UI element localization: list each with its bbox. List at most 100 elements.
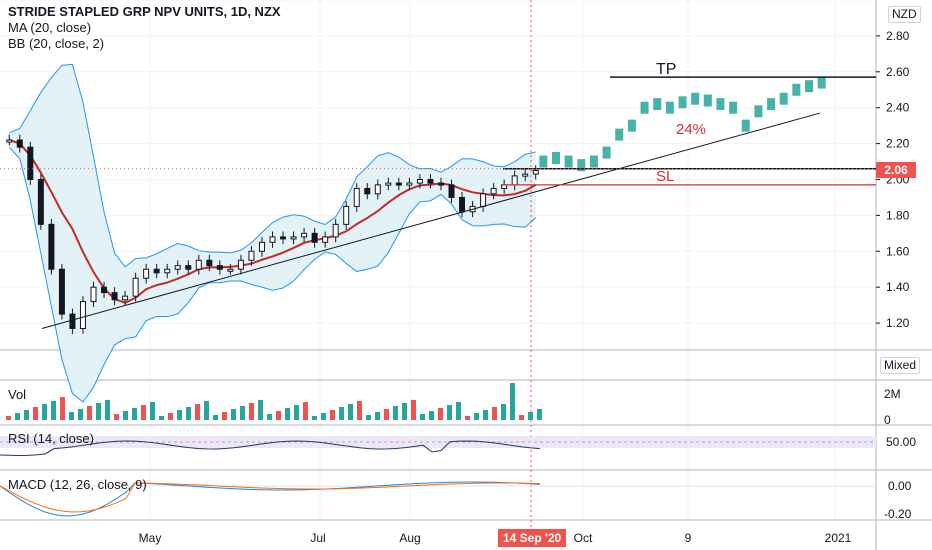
forecast-candle <box>665 101 674 114</box>
volume-bar <box>150 402 155 420</box>
sl-label: SL <box>656 168 675 185</box>
volume-bar <box>213 415 218 420</box>
candle-body <box>111 292 118 301</box>
volume-bar <box>366 415 371 420</box>
candle-body <box>459 196 466 213</box>
volume-bar <box>168 413 173 420</box>
forecast-candle <box>589 155 598 168</box>
volume-bar <box>420 414 425 420</box>
volume-bar <box>492 407 497 420</box>
volume-bar <box>51 401 56 420</box>
rsi-line <box>0 440 541 456</box>
candle-body <box>490 187 497 195</box>
volume-bar <box>312 416 317 420</box>
candle-body <box>164 268 171 274</box>
y-tick-label: 2.80 <box>886 29 910 43</box>
candle-body <box>6 139 13 143</box>
candle-body <box>79 301 86 329</box>
candle-body <box>227 268 234 272</box>
forecast-candle <box>805 80 814 93</box>
candle-body <box>532 170 539 175</box>
candle-body <box>311 232 318 243</box>
vol-pane-label: Vol <box>8 387 27 402</box>
candle-body <box>143 268 150 279</box>
candle-body <box>248 250 255 261</box>
forecast-candle <box>678 96 687 109</box>
volume-bar <box>105 400 110 420</box>
volume-bar <box>267 414 272 420</box>
volume-bar <box>141 405 146 420</box>
chart-legend: STRIDE STAPLED GRP NPV UNITS, 1D, NZX MA… <box>8 4 281 52</box>
volume-bar <box>411 400 416 420</box>
macd-pane-label: MACD (12, 26, close, 9) <box>8 477 147 492</box>
crosshair-date-tag: 14 Sep '20 <box>498 529 567 547</box>
candle-body <box>448 184 455 198</box>
x-tick-label: May <box>139 531 162 545</box>
volume-bar <box>528 412 533 420</box>
bollinger-upper-line <box>9 63 536 268</box>
volume-bar <box>537 409 542 420</box>
candle-body <box>27 146 34 180</box>
forecast-candle <box>653 98 662 111</box>
scale-mode-button[interactable]: Mixed <box>880 357 921 374</box>
currency-button[interactable]: NZD <box>888 6 921 23</box>
volume-bar <box>114 414 119 420</box>
rsi-pane-label: RSI (14, close) <box>8 431 94 446</box>
x-tick-label: Aug <box>399 531 420 545</box>
vol-tick-2m: 2M <box>884 387 901 401</box>
forecast-candle <box>703 94 712 107</box>
y-tick-label: 1.80 <box>886 208 910 222</box>
candle-body <box>395 182 402 186</box>
volume-bar <box>474 413 479 420</box>
volume-bar <box>375 412 380 420</box>
volume-bar <box>195 404 200 420</box>
volume-bar <box>384 409 389 420</box>
candle-body <box>280 236 287 240</box>
volume-bar <box>204 401 209 420</box>
candle-body <box>90 286 97 303</box>
x-tick-label: 9 <box>685 531 692 545</box>
volume-bar <box>348 404 353 420</box>
forecast-candle <box>716 98 725 111</box>
candle-body <box>37 178 44 225</box>
forecast-candle <box>741 119 750 132</box>
y-tick-label: 1.40 <box>886 280 910 294</box>
volume-bar <box>357 401 362 420</box>
candle-body <box>437 182 444 186</box>
forecast-candles <box>539 76 826 172</box>
volume-bar <box>339 407 344 420</box>
candle-body <box>480 193 487 207</box>
forecast-candle <box>779 92 788 105</box>
candle-body <box>206 259 213 267</box>
forecast-candle <box>817 76 826 89</box>
forecast-candle <box>767 98 776 111</box>
forecast-candle <box>640 101 649 114</box>
volume-bar <box>249 403 254 420</box>
gain-percent-label: 24% <box>676 121 707 138</box>
candle-body <box>195 259 202 270</box>
forecast-candle <box>615 128 624 141</box>
volume-bar <box>87 406 92 420</box>
volume-bar <box>24 410 29 420</box>
candle-body <box>427 178 434 184</box>
volume-bar <box>330 410 335 420</box>
volume-bar <box>6 416 11 420</box>
volume-bar <box>501 404 506 420</box>
trend-line <box>41 112 821 329</box>
volume-bar <box>519 415 524 420</box>
volume-bar <box>123 411 128 420</box>
bb-legend: BB (20, close, 2) <box>8 36 105 51</box>
candle-body <box>132 277 139 297</box>
y-tick-label: 2.40 <box>886 101 910 115</box>
candle-body <box>48 223 55 270</box>
rsi-tick-50: 50.00 <box>886 435 916 449</box>
candle-body <box>69 313 76 329</box>
volume-bar <box>258 400 263 420</box>
volume-bar <box>303 402 308 420</box>
candle-body <box>343 205 350 225</box>
volume-bar <box>69 412 74 420</box>
volume-bar <box>456 402 461 420</box>
forecast-candle <box>729 101 738 114</box>
y-tick-label: 2.20 <box>886 137 910 151</box>
